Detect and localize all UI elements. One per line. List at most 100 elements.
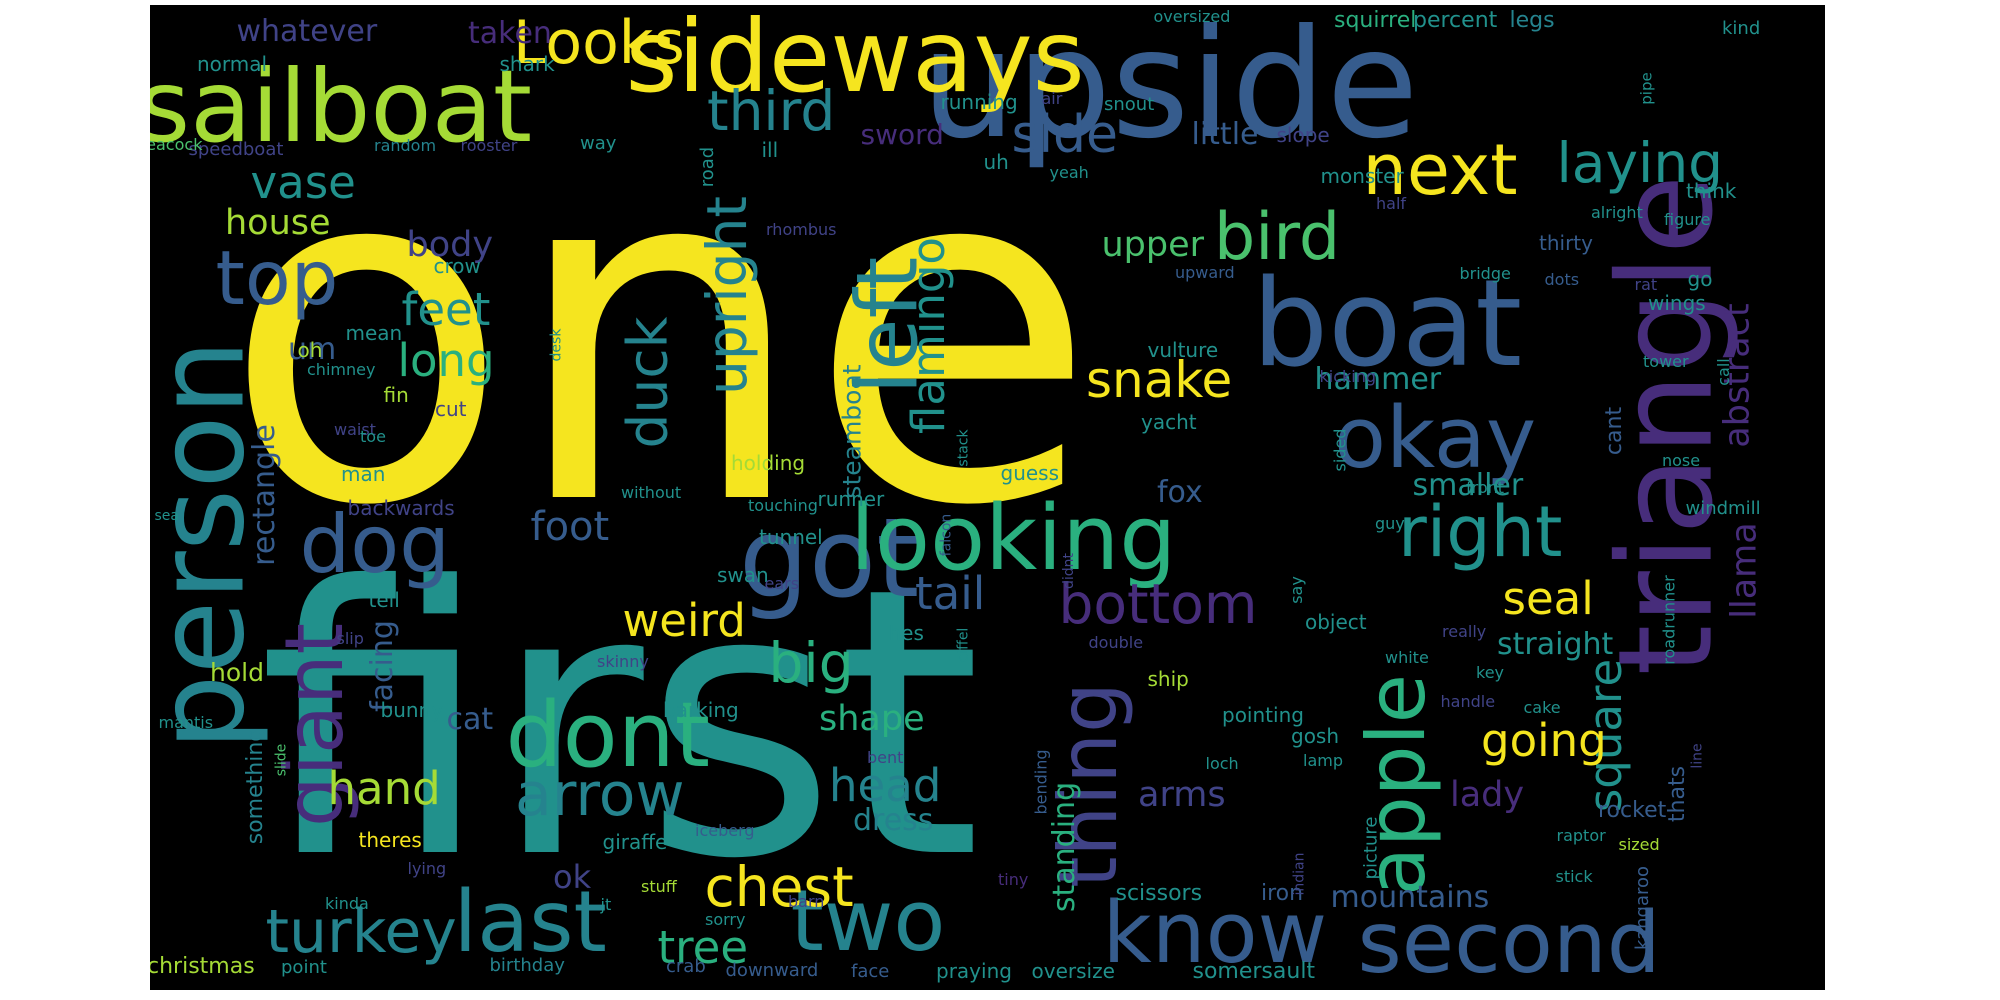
word-kangaroo: kangaroo [1632,865,1654,951]
word-lying: lying [407,859,447,878]
word-object: object [1305,610,1367,634]
word-swan: swan [717,563,769,587]
word-flamingo: flamingo [901,236,955,434]
word-tunnel: tunnel [759,525,823,549]
word-rectangle: rectangle [246,424,282,566]
word-uh: uh [983,150,1009,174]
word-rooster: rooster [460,136,518,155]
word-guess: guess [1000,461,1060,485]
word-cut: cut [435,397,467,421]
word-top: top [215,233,339,322]
word-bending: bending [1031,749,1051,815]
word-without: without [621,483,682,502]
word-yeah: yeah [1049,163,1089,182]
word-christmas: christmas [150,954,255,979]
word-rocket: rocket [1598,798,1667,823]
word-praying: praying [936,959,1012,983]
word-theres: theres [358,828,422,852]
word-kinda: kinda [325,894,369,913]
word-barking: barking [663,698,739,722]
word-ill: ill [761,138,779,162]
word-next: next [1362,129,1518,211]
word-tiny: tiny [998,870,1029,889]
word-line: line [1689,743,1706,769]
word-big: big [768,630,854,695]
word-foot: foot [530,504,610,550]
word-runner: runner [817,487,885,511]
word-duck: duck [615,316,680,448]
word-arrow: arrow [515,760,685,830]
word-dog: dog [299,498,451,591]
word-indian: indian [1291,852,1307,896]
word-stack: stack [955,429,972,467]
word-barn: barn [788,892,825,911]
word-raptor: raptor [1556,826,1606,845]
word-dont: dont [505,683,711,788]
word-monster: monster [1320,164,1404,188]
word-kicking: kicking [1319,367,1377,386]
word-shark: shark [499,52,555,76]
word-sided: sided [1329,428,1349,472]
word-running: running [940,90,1018,114]
word-bird: bird [1214,199,1341,275]
word-somersault: somersault [1192,959,1316,984]
word-house: house [225,202,331,243]
word-percent: percent [1413,8,1498,33]
word-thats: thats [1665,765,1691,823]
word-face: face [851,961,890,982]
word-hammer: hammer [1314,362,1442,397]
word-yacht: yacht [1141,410,1197,434]
word-way: way [580,133,617,154]
word-going: going [1481,713,1607,767]
word-really: really [1442,622,1487,641]
word-nose: nose [1662,451,1701,470]
word-double: double [1088,633,1144,652]
word-tell: tell [368,588,400,612]
word-kind: kind [1722,18,1761,39]
word-falcon: falcon [937,513,954,557]
word-rhombus: rhombus [766,220,837,239]
word-eiffel: eiffel [954,627,971,663]
word-dots: dots [1544,270,1580,289]
word-cat: cat [446,702,494,737]
word-toe: toe [360,427,386,446]
word-looks: Looks [513,8,685,78]
word-arms: arms [1138,774,1226,815]
word-air: air [1041,89,1063,108]
word-stuff: stuff [641,877,677,896]
word-wings: wings [1648,291,1706,315]
word-backwards: backwards [347,496,455,520]
word-slip: slip [336,629,364,648]
word-birthday: birthday [489,955,565,976]
word-laying: laying [1556,130,1724,195]
word-key: key [1476,663,1505,682]
word-weird: weird [622,593,746,647]
word-pipe: pipe [1637,71,1656,105]
word-boat: boat [1252,255,1523,394]
word-little: little [1191,117,1259,152]
word-cant: cant [1602,406,1628,456]
word-slope: slope [1276,123,1330,147]
word-vase: vase [250,155,356,209]
word-pointing: pointing [1222,703,1304,727]
word-one: one [222,61,1098,608]
word-tree: tree [657,920,749,974]
word-two: two [790,871,946,971]
word-ship: ship [1147,667,1189,691]
word-front: front [1466,478,1505,497]
word-shape: shape [819,698,925,739]
word-picture: picture [1359,816,1381,880]
word-llama: llama [1724,521,1765,619]
word-oversize: oversize [1031,959,1115,983]
word-second: second [1357,893,1661,990]
word-tower: tower [1643,352,1689,371]
word-long: long [397,333,495,387]
word-chest: chest [704,854,854,919]
word-bunny: bunny [380,698,444,722]
word-something: something [243,727,269,845]
word-go: go [1687,267,1713,291]
word-alright: alright [1591,203,1643,222]
word-head: head [829,758,942,812]
word-white: white [1385,648,1429,667]
word-sorry: sorry [705,910,746,929]
